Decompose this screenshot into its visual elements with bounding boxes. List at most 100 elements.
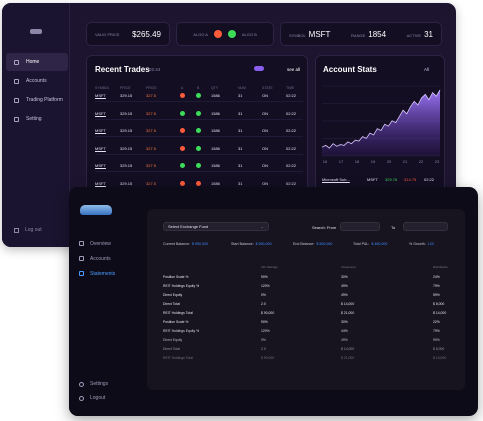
row-value-a: $ 90,000 [261, 356, 275, 360]
date-from-input[interactable] [340, 222, 380, 231]
trade-time: 02:22 [286, 181, 297, 186]
statements-table-header: Info Settings Investment Distribution [163, 265, 453, 271]
summary-value: $ 500,000 [255, 242, 272, 246]
trade-num: 31 [238, 145, 243, 151]
summary-value: $ 950,000 [191, 242, 208, 246]
trades-toggle[interactable] [254, 66, 264, 71]
algo-left-indicator-icon[interactable] [213, 30, 222, 38]
nav-item-label: Accounts [90, 255, 111, 262]
algo-right-label: ALGO B [241, 31, 257, 37]
trade-state: ON [262, 128, 268, 134]
table-row[interactable]: MSFT 329.15 327.5 1586 31 ON 02:22 [95, 90, 303, 102]
table-row[interactable]: Direct Equity 0% 49% 59% [163, 291, 453, 300]
see-all-link[interactable]: see all [287, 67, 301, 72]
nav-item-settings[interactable]: Settings [79, 377, 108, 391]
row-name: Position Scale % [163, 320, 189, 324]
row-value-a: 90% [261, 275, 268, 279]
row-value-c: 59% [433, 293, 440, 297]
stats-row-time: 02:22 [424, 177, 435, 182]
statements-nav: Overview Accounts Statements [79, 236, 115, 281]
stats-line-series [321, 89, 441, 149]
row-value-b: 30% [341, 275, 348, 279]
nav-item-overview[interactable]: Overview [79, 236, 115, 251]
table-row[interactable]: REIT Holdings Equity % 120% 44% 79% [163, 327, 453, 336]
statements-panel: Select Exchange Fund ⌄ Search: From To C… [147, 209, 465, 390]
statements-window: Overview Accounts Statements Settings Logou… [69, 187, 478, 416]
row-name: REIT Holdings Equity % [163, 284, 200, 288]
nav-item-logout[interactable]: Logout [79, 391, 108, 405]
table-row[interactable]: MSFT 329.15 327.5 1586 31 ON 02:22 [95, 125, 303, 138]
status-a-icon [180, 181, 185, 186]
status-b-icon [196, 145, 201, 151]
row-value-b: 44% [341, 329, 348, 333]
stats-filter-dropdown[interactable]: All [424, 67, 430, 72]
stats-row-v2: 314.75 [404, 177, 417, 182]
trade-qty: 1586 [211, 181, 220, 186]
table-row[interactable]: Position Scale % 90% 30% 22% [163, 318, 453, 327]
trade-symbol[interactable]: MSFT [95, 163, 106, 169]
nav-item-label: Statements [90, 270, 116, 277]
row-name: Position Scale % [163, 275, 189, 279]
algo-right-indicator-icon[interactable] [227, 30, 236, 38]
sidebar-item-setting[interactable]: Setting [6, 110, 68, 128]
nav-item-accounts[interactable]: Accounts [79, 251, 115, 266]
row-name: REIT Holdings Total [163, 356, 193, 360]
trade-time: 02:22 [286, 163, 297, 169]
table-row[interactable]: Direct Total 2.0 $ 14,000 $ 8,000 [163, 345, 453, 354]
trade-qty: 1586 [211, 110, 220, 116]
trade-price-alt: 327.5 [146, 128, 157, 134]
table-row[interactable]: REIT Holdings Total $ 90,000 $ 21,000 $ 14,… [163, 309, 453, 318]
trades-column-header: STATE [262, 86, 273, 90]
logo [30, 29, 42, 34]
trade-num: 31 [238, 181, 243, 186]
range-label: RANGE [351, 32, 366, 38]
trade-symbol[interactable]: MSFT [95, 181, 106, 186]
logout-button[interactable]: Log out [14, 227, 42, 233]
trade-price: 329.15 [120, 93, 133, 98]
valid-price-label: VALID PRICE [95, 31, 120, 37]
x-tick-label: 17 [339, 159, 344, 164]
trade-qty: 1586 [211, 145, 220, 151]
row-value-b: $ 14,000 [341, 347, 355, 351]
row-value-a: 0% [261, 293, 266, 297]
trade-symbol[interactable]: MSFT [95, 145, 106, 151]
x-tick-label: 21 [403, 159, 408, 164]
sidebar-item-trading-platform[interactable]: Trading Platform [6, 91, 68, 109]
nav-icon [14, 97, 19, 103]
summary-value: 120 [427, 242, 434, 246]
fund-select-value: Select Exchange Fund [168, 224, 209, 229]
table-row[interactable]: REIT Holdings Equity % 120% 49% 79% [163, 282, 453, 291]
trade-symbol[interactable]: MSFT [95, 128, 106, 134]
trade-time: 02:22 [286, 145, 297, 151]
table-row[interactable]: Position Scale % 90% 30% 24% [163, 273, 453, 282]
trade-symbol[interactable]: MSFT [95, 110, 106, 116]
sidebar-item-home[interactable]: Home [6, 53, 68, 71]
trade-price: 329.15 [120, 145, 133, 151]
date-to-input[interactable] [403, 222, 448, 231]
statements-sidebar: Overview Accounts Statements Settings Logou… [69, 187, 133, 416]
table-row[interactable]: MSFT 329.15 327.5 1586 31 ON 02:22 [95, 108, 303, 120]
fund-select[interactable]: Select Exchange Fund ⌄ [163, 222, 269, 231]
trade-price: 329.15 [120, 110, 133, 116]
row-value-c: $ 14,000 [433, 311, 447, 315]
x-tick-label: 19 [371, 159, 376, 164]
row-name: Direct Total [163, 302, 180, 306]
trade-symbol[interactable]: MSFT [95, 93, 106, 98]
table-row[interactable]: MSFT 329.15 327.5 1586 31 ON 02:22 [95, 160, 303, 173]
trades-column-header: TIME [286, 86, 295, 90]
row-name: Direct Equity [163, 338, 183, 342]
nav-item-statements[interactable]: Statements [79, 266, 115, 281]
algo-left-label: ALGO A [193, 31, 208, 37]
row-name: REIT Holdings Total [163, 311, 193, 315]
row-value-b: $ 21,000 [341, 311, 355, 315]
trade-state: ON [262, 93, 268, 98]
status-a-icon [180, 145, 185, 151]
sidebar-item-accounts[interactable]: Accounts [6, 72, 68, 90]
table-row[interactable]: Direct Equity 0% 49% 59% [163, 336, 453, 345]
table-row[interactable]: Direct Total 2.0 $ 14,000 $ 8,000 [163, 300, 453, 309]
trades-table-header: SYMBOL PRICE PRICE A B QTY NUM STATE TIME [95, 83, 303, 90]
table-row[interactable]: REIT Holdings Total $ 90,000 $ 21,000 $ 14,… [163, 354, 453, 363]
trade-price-alt: 327.5 [146, 110, 157, 116]
x-tick-label: 22 [419, 159, 424, 164]
table-row[interactable]: MSFT 329.15 327.5 1586 31 ON 02:22 [95, 143, 303, 155]
